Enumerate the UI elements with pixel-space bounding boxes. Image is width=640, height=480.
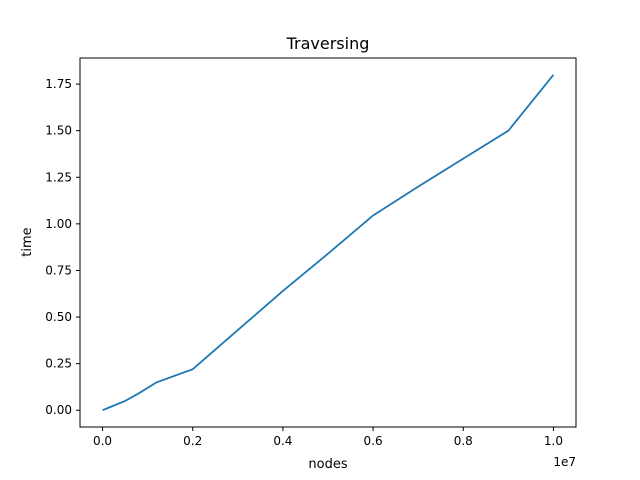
x-tick-label: 0.2: [183, 434, 202, 448]
y-tick-label: 0.75: [45, 263, 72, 277]
y-tick-label: 0.00: [45, 403, 72, 417]
y-tick-label: 1.25: [45, 170, 72, 184]
y-tick-label: 0.50: [45, 310, 72, 324]
y-tick-label: 1.00: [45, 217, 72, 231]
x-tick-label: 1.0: [544, 434, 563, 448]
y-tick-label: 1.50: [45, 124, 72, 138]
x-axis-offset-label: 1e7: [553, 455, 576, 469]
x-tick-label: 0.4: [273, 434, 292, 448]
x-tick-label: 0.8: [454, 434, 473, 448]
plot-frame: [79, 57, 577, 428]
series-line: [102, 74, 555, 412]
y-tick-label: 0.25: [45, 357, 72, 371]
chart-title: Traversing: [286, 34, 370, 53]
y-axis: 0.00 0.25 0.50 0.75 1.00 1.25 1.50 1.75: [45, 77, 80, 417]
y-axis-label: time: [20, 227, 35, 256]
x-axis: 0.0 0.2 0.4 0.6 0.8 1.0: [93, 427, 563, 448]
x-tick-label: 0.6: [364, 434, 383, 448]
x-axis-label: nodes: [308, 457, 347, 472]
y-tick-label: 1.75: [45, 77, 72, 91]
x-tick-label: 0.0: [93, 434, 112, 448]
